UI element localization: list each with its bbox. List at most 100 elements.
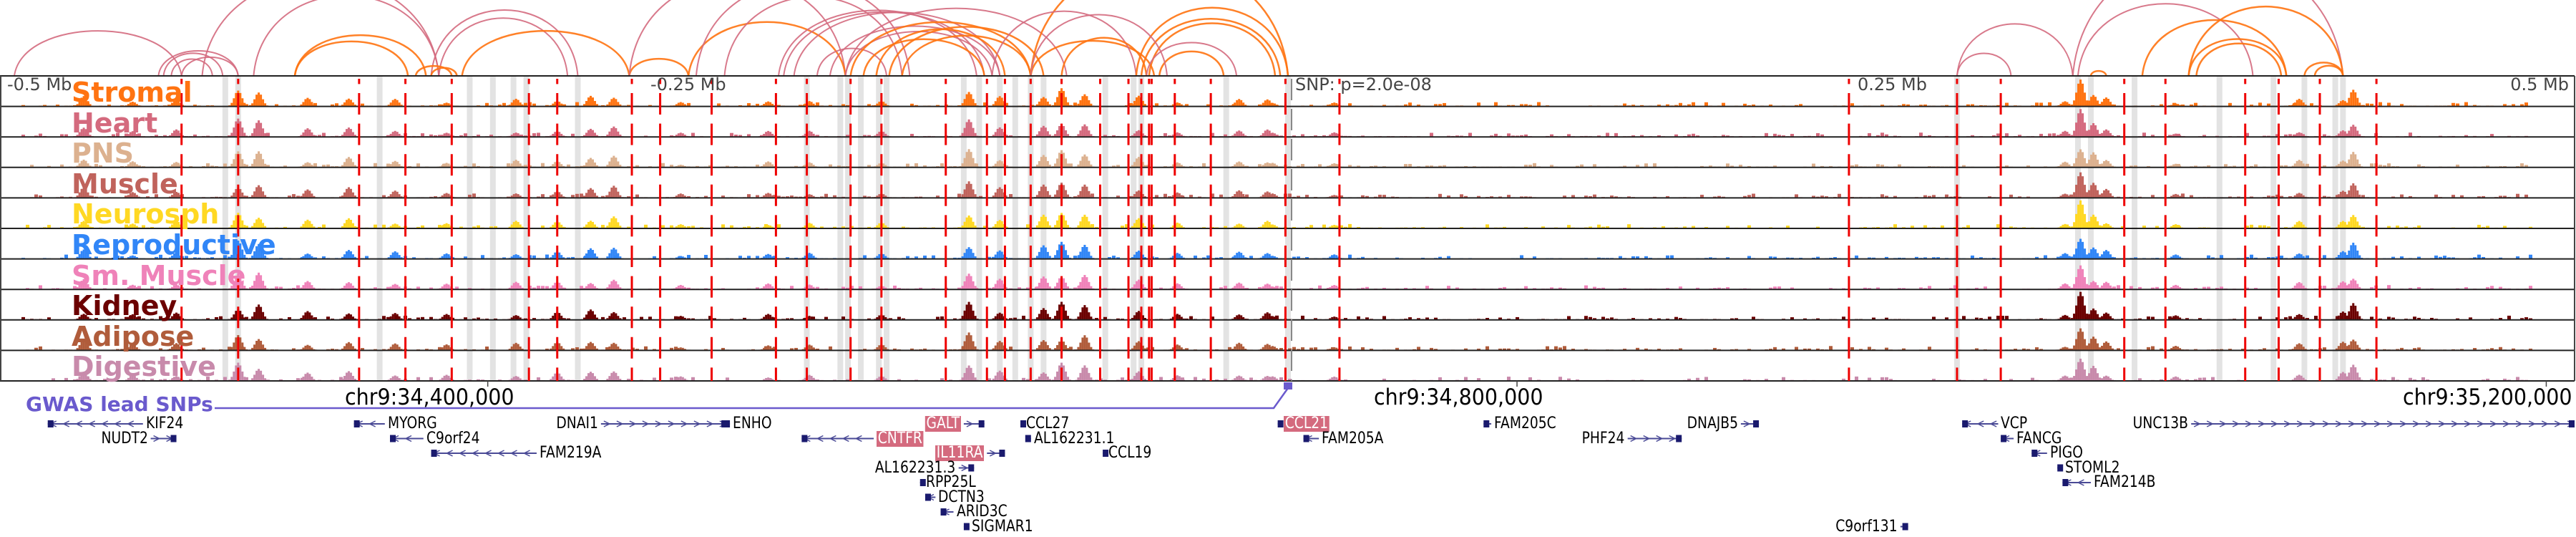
signal-peak [300, 135, 303, 137]
signal-bar [2443, 256, 2446, 259]
signal-peak [1048, 195, 1051, 198]
signal-peak [2073, 222, 2076, 228]
signal-peak [2354, 185, 2357, 198]
signal-bar [2202, 286, 2206, 290]
signal-bar [313, 135, 317, 137]
signal-bar [1893, 195, 1897, 198]
signal-peak [1231, 257, 1234, 259]
signal-bar [1833, 257, 1837, 259]
signal-peak [391, 100, 394, 107]
signal-peak [1331, 102, 1334, 107]
signal-bar [1091, 224, 1094, 228]
signal-peak [970, 94, 972, 107]
signal-peak [1178, 163, 1181, 168]
signal-bar [2323, 165, 2326, 168]
signal-peak [1242, 102, 1245, 107]
signal-peak [1133, 162, 1136, 168]
signal-peak [1236, 284, 1239, 290]
signal-bar [1292, 135, 1296, 137]
signal-peak [1077, 164, 1080, 168]
signal-peak [343, 192, 346, 198]
signal-bar [953, 318, 957, 320]
signal-peak [243, 102, 246, 107]
signal-peak [341, 318, 343, 320]
signal-peak [353, 165, 356, 168]
signal-peak [508, 287, 511, 290]
signal-peak [251, 133, 254, 137]
signal-bar [1932, 195, 1936, 198]
signal-peak [1236, 131, 1239, 137]
signal-bar [1726, 287, 1729, 290]
signal-bar [2529, 254, 2532, 259]
signal-peak [1046, 190, 1049, 198]
signal-peak [2179, 105, 2182, 107]
signal-bar [494, 226, 497, 228]
signal-peak [1137, 251, 1140, 259]
signal-peak [2109, 254, 2112, 259]
signal-peak [683, 287, 686, 290]
signal-bar [1631, 105, 1635, 107]
signal-peak [2077, 204, 2080, 228]
signal-peak [1171, 134, 1174, 137]
signal-peak [127, 104, 130, 107]
signal-peak [512, 316, 515, 320]
signal-peak [443, 163, 446, 168]
signal-peak [394, 251, 396, 259]
signal-peak [771, 195, 774, 198]
signal-bar [112, 134, 115, 137]
signal-peak [2356, 190, 2359, 198]
signal-peak [343, 316, 346, 320]
signal-peak [2337, 133, 2340, 137]
signal-bar [2048, 102, 2051, 107]
signal-peak [84, 97, 87, 107]
signal-bar [1876, 164, 1880, 168]
signal-peak [443, 284, 446, 290]
signal-peak [2064, 223, 2067, 228]
signal-peak [1085, 216, 1088, 228]
signal-peak [82, 314, 85, 320]
signal-peak [1141, 284, 1144, 290]
signal-peak [589, 95, 592, 107]
signal-peak [519, 224, 522, 228]
signal-peak [992, 195, 995, 198]
signal-peak [308, 129, 311, 137]
signal-bar [1095, 226, 1098, 228]
signal-peak [445, 314, 448, 320]
signal-peak [264, 285, 267, 290]
signal-peak [389, 226, 392, 228]
signal-peak [878, 253, 881, 259]
signal-bar [1666, 288, 1669, 290]
signal-bar [2314, 316, 2318, 320]
signal-peak [1090, 256, 1093, 259]
signal-bar [1923, 225, 1927, 228]
signal-bar [2194, 102, 2197, 107]
signal-peak [351, 132, 354, 137]
signal-bar [756, 195, 759, 198]
signal-peak [1335, 163, 1338, 168]
signal-peak [593, 253, 596, 259]
signal-bar [2267, 103, 2270, 107]
signal-peak [1275, 105, 1278, 107]
signal-peak [1056, 282, 1059, 290]
signal-peak [769, 132, 772, 137]
signal-peak [1238, 130, 1241, 137]
signal-peak [812, 256, 815, 259]
signal-peak [2099, 135, 2102, 137]
signal-bar [155, 194, 158, 198]
signal-peak [389, 286, 392, 290]
signal-bar [687, 255, 691, 259]
signal-peak [681, 225, 684, 228]
signal-bar [1477, 102, 1480, 107]
signal-bar [2005, 165, 2009, 168]
signal-peak [2179, 256, 2182, 259]
signal-peak [589, 158, 592, 168]
signal-peak [610, 249, 613, 259]
signal-bar [2284, 317, 2288, 320]
signal-bar [1516, 316, 1519, 320]
signal-peak [345, 129, 348, 137]
signal-peak [1242, 164, 1245, 168]
signal-peak [260, 95, 263, 107]
signal-peak [173, 100, 176, 107]
signal-peak [884, 225, 887, 228]
signal-peak [1272, 135, 1275, 137]
